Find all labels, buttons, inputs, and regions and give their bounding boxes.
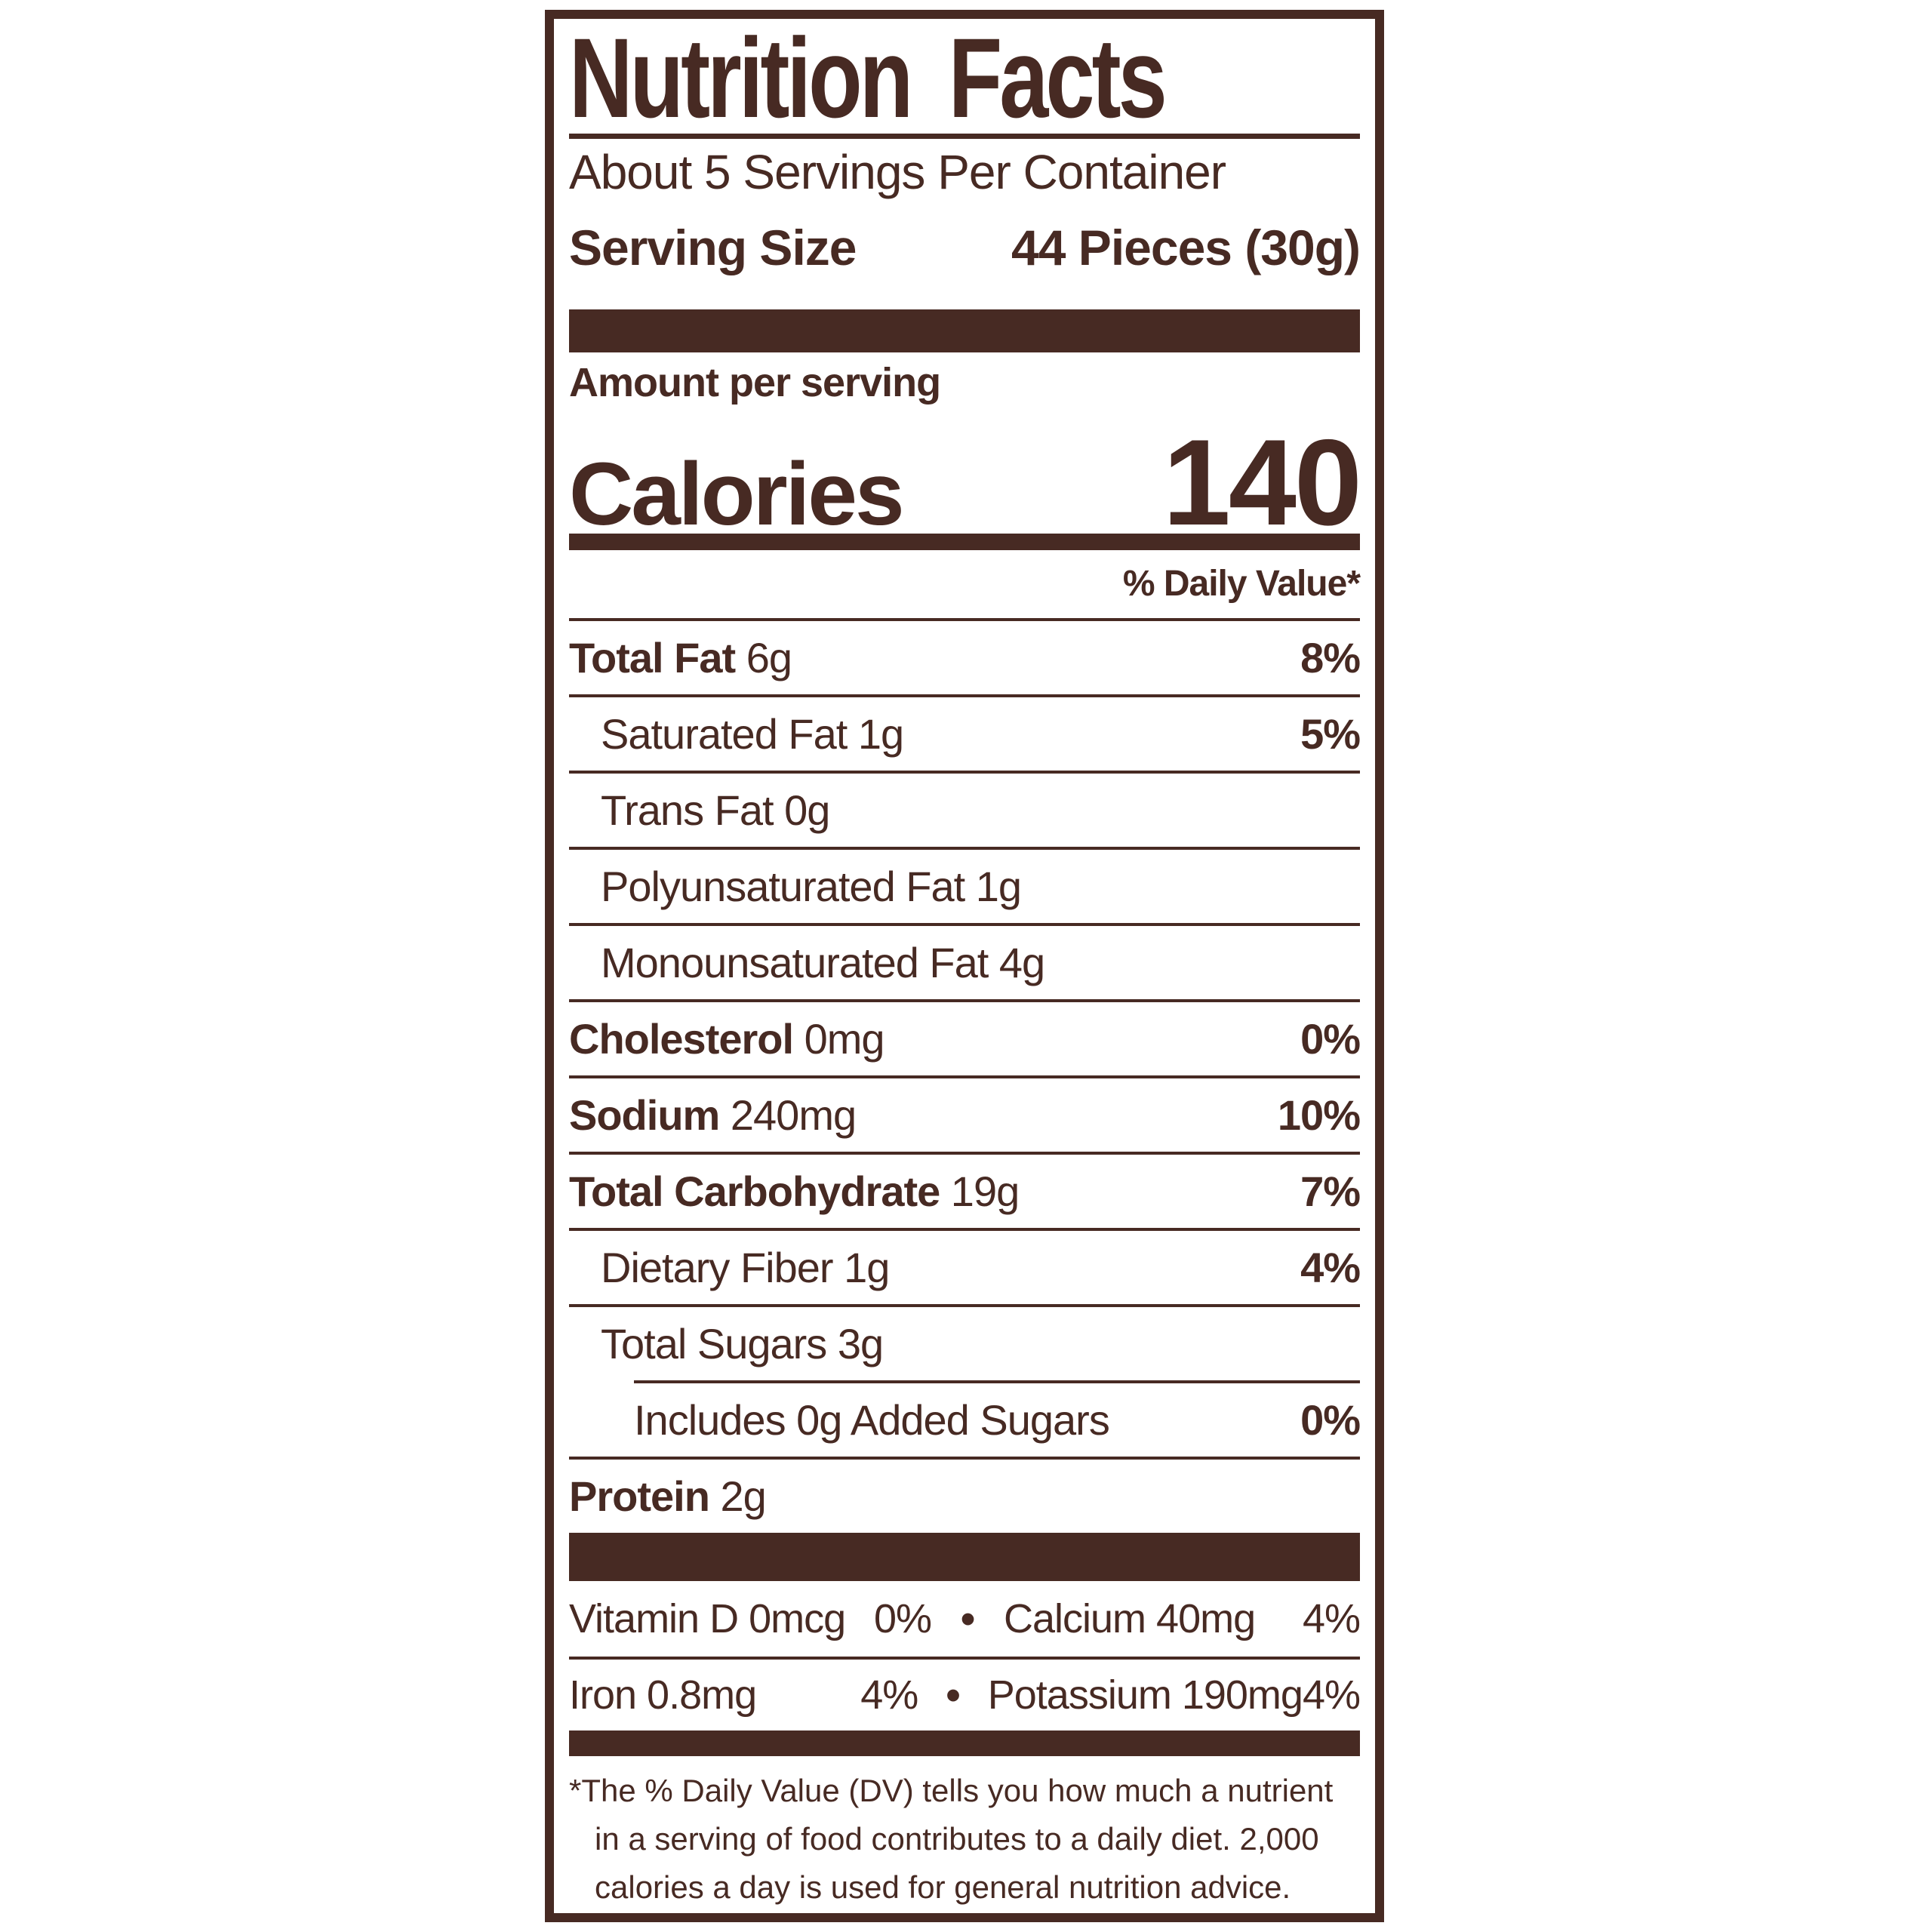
nutrient-name: Polyunsaturated Fat 1g [601,863,1022,910]
nutrition-facts-label: Nutrition Facts About 5 Servings Per Con… [545,10,1384,1922]
nutrient-row: Protein 2g [569,1460,1360,1533]
separator-bar-thick [569,309,1360,352]
nutrient-name: Trans Fat 0g [601,786,830,834]
nutrient-row: Total Fat 6g 8% [569,621,1361,694]
separator-rule [569,1304,1360,1307]
nutrient-name: Monounsaturated Fat 4g [601,939,1045,986]
separator-rule [569,771,1360,774]
nutrient-daily-value: 4% [1300,1244,1361,1291]
separator-bar-thick [569,1533,1360,1581]
bullet-separator: • [960,1594,975,1644]
nutrient-name: Saturated Fat 1g [601,710,904,758]
micronutrient-left-dv: 0% [873,1596,932,1641]
separator-rule [569,1075,1360,1078]
nutrient-name: Protein 2g [569,1472,767,1520]
nutrient-name: Cholesterol 0mg [569,1015,885,1063]
serving-size-row: Serving Size 44 Pieces (30g) [569,205,1361,290]
calories-row: Calories 140 [569,413,1362,551]
footnote-line: in a serving of food contributes to a da… [595,1821,1319,1857]
micronutrient-left-dv: 4% [860,1672,918,1718]
nutrient-rows: Total Fat 6g 8% Saturated Fat 1g 5% Trans Fa… [569,621,1361,1533]
separator-rule [569,1457,1360,1460]
micronutrient-right: Potassium 190mg 4% [987,1672,1361,1718]
calories-value: 140 [1162,414,1362,551]
nutrient-row: Includes 0g Added Sugars 0% [569,1383,1361,1457]
separator-rule [569,847,1360,850]
separator-rule [569,923,1360,926]
serving-size-label: Serving Size [569,220,857,275]
nutrient-daily-value: 0% [1300,1396,1361,1444]
nutrient-daily-value: 8% [1300,634,1361,681]
separator-rule [569,999,1360,1002]
nutrient-daily-value: 10% [1277,1091,1361,1139]
nutrient-row: Total Carbohydrate 19g 7% [569,1155,1361,1228]
footnote-line: *The % Daily Value (DV) tells you how mu… [569,1773,1334,1808]
amount-per-serving: Amount per serving [569,360,941,405]
micronutrient-right-name: Calcium 40mg [1004,1596,1256,1641]
micronutrient-right-name: Potassium 190mg [987,1672,1303,1718]
nutrient-row: Saturated Fat 1g 5% [569,697,1361,771]
nutrient-name: Sodium 240mg [569,1091,857,1139]
bullet-separator: • [945,1670,961,1720]
micronutrient-right: Calcium 40mg 4% [1004,1595,1361,1642]
separator-bar-thick [569,1734,1360,1756]
separator-rule [569,1657,1360,1660]
nutrient-row: Total Sugars 3g [569,1307,1360,1380]
separator-rule [569,1228,1360,1231]
nutrient-daily-value: 5% [1300,710,1361,758]
serving-size-value: 44 Pieces (30g) [1011,220,1361,275]
nutrient-daily-value: 0% [1300,1015,1361,1063]
nutrient-row: Cholesterol 0mg 0% [569,1002,1361,1075]
nutrient-name: Total Sugars 3g [601,1320,884,1367]
footnote-line: calories a day is used for general nutri… [595,1869,1291,1905]
micronutrient-left-name: Vitamin D 0mcg [569,1596,846,1641]
nutrient-name: Includes 0g Added Sugars [634,1396,1110,1444]
nutrient-row: Trans Fat 0g [569,774,1360,847]
servings-per-container: About 5 Servings Per Container [569,145,1226,199]
separator-rule [569,1730,1360,1734]
micronutrient-right-dv: 4% [1302,1596,1361,1641]
nutrient-name: Total Fat 6g [569,634,792,681]
label-title: Nutrition Facts [569,19,1360,139]
nutrient-row: Polyunsaturated Fat 1g [569,850,1360,923]
nutrient-row: Dietary Fiber 1g 4% [569,1231,1361,1304]
nutrient-name: Dietary Fiber 1g [601,1244,890,1291]
nutrient-daily-value: 7% [1300,1168,1361,1215]
nutrient-row: Monounsaturated Fat 4g [569,926,1360,999]
separator-rule [569,1152,1360,1155]
daily-value-header: % Daily Value* [569,550,1361,621]
separator-rule [634,1380,1360,1383]
micronutrient-right-dv: 4% [1302,1672,1361,1718]
label-title-text: Nutrition Facts [569,14,1168,141]
calories-label: Calories [569,445,905,544]
nutrient-name: Total Carbohydrate 19g [569,1168,1020,1215]
separator-rule [569,694,1360,697]
micronutrient-row: Iron 0.8mg 4% • Potassium 190mg 4% [569,1660,1361,1730]
footnote: *The % Daily Value (DV) tells you how mu… [569,1756,1360,1912]
micronutrient-left-name: Iron 0.8mg [569,1672,757,1718]
micronutrient-rows: Vitamin D 0mcg 0% • Calcium 40mg 4% Iron 0.8m… [569,1581,1361,1734]
micronutrient-row: Vitamin D 0mcg 0% • Calcium 40mg 4% [569,1581,1361,1657]
nutrient-row: Sodium 240mg 10% [569,1078,1361,1152]
